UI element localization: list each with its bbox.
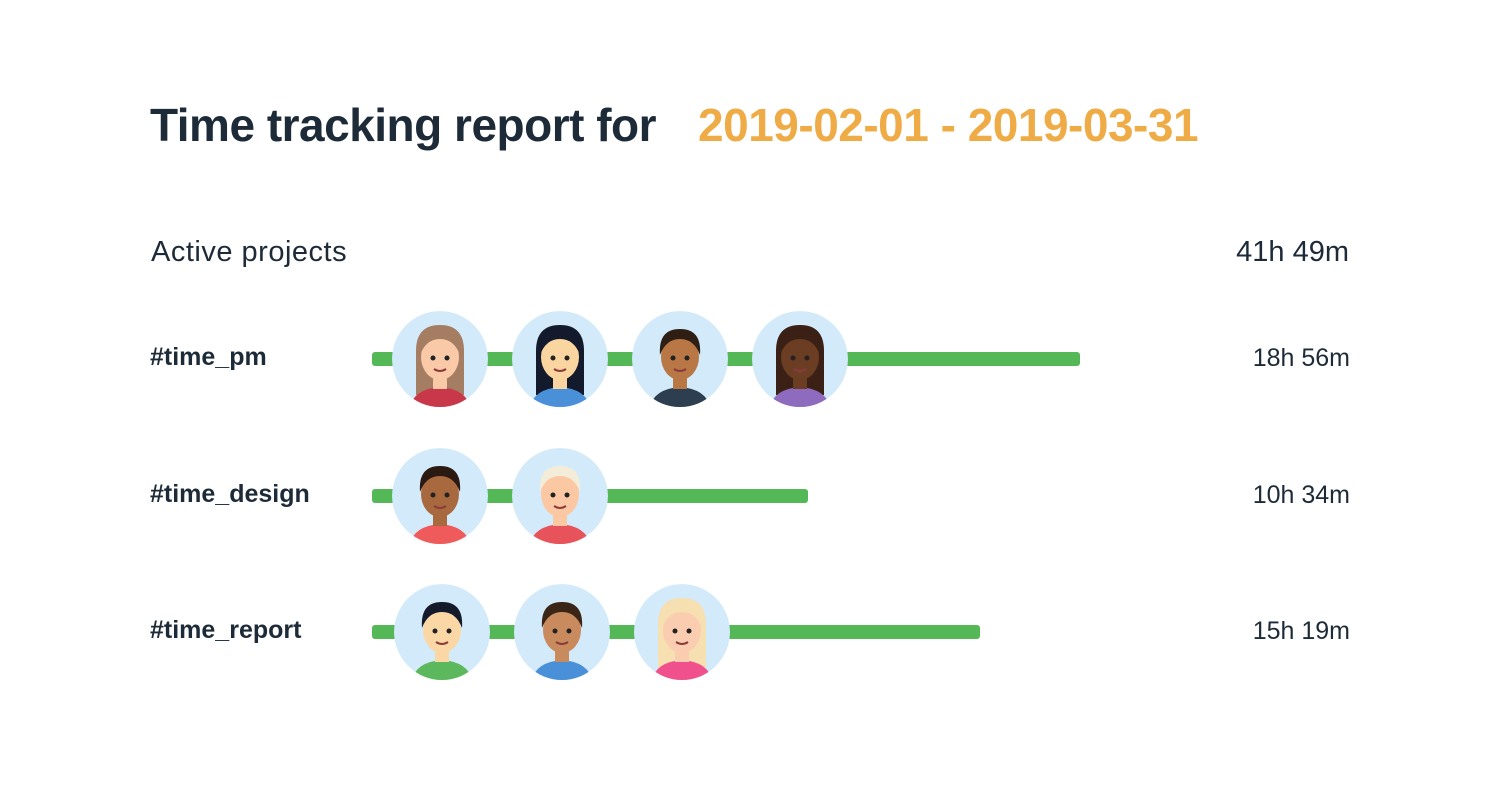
project-name[interactable]: #time_pm [150,343,267,371]
project-row[interactable]: #time_pm 18h 56m [0,309,1500,409]
member-avatar[interactable] [752,311,848,407]
date-range[interactable]: 2019-02-01 - 2019-03-31 [698,99,1199,151]
member-avatar[interactable] [514,584,610,680]
section-label: Active projects [151,236,348,268]
project-row[interactable]: #time_design 10h 34m [0,446,1500,546]
title-text: Time tracking report for [150,99,657,151]
member-avatar[interactable] [634,584,730,680]
project-row[interactable]: #time_report 15h 19m [0,582,1500,682]
total-time: 41h 49m [1236,236,1349,268]
member-avatar[interactable] [632,311,728,407]
member-avatar[interactable] [512,311,608,407]
member-avatar[interactable] [394,584,490,680]
project-name[interactable]: #time_design [150,480,310,508]
project-time: 10h 34m [1252,481,1350,509]
member-avatar[interactable] [512,448,608,544]
member-avatar[interactable] [392,311,488,407]
project-time: 15h 19m [1252,617,1350,645]
project-time: 18h 56m [1252,344,1350,372]
project-name[interactable]: #time_report [150,616,302,644]
page-title: Time tracking report for 2019-02-01 - 201… [150,98,1199,152]
member-avatar[interactable] [392,448,488,544]
